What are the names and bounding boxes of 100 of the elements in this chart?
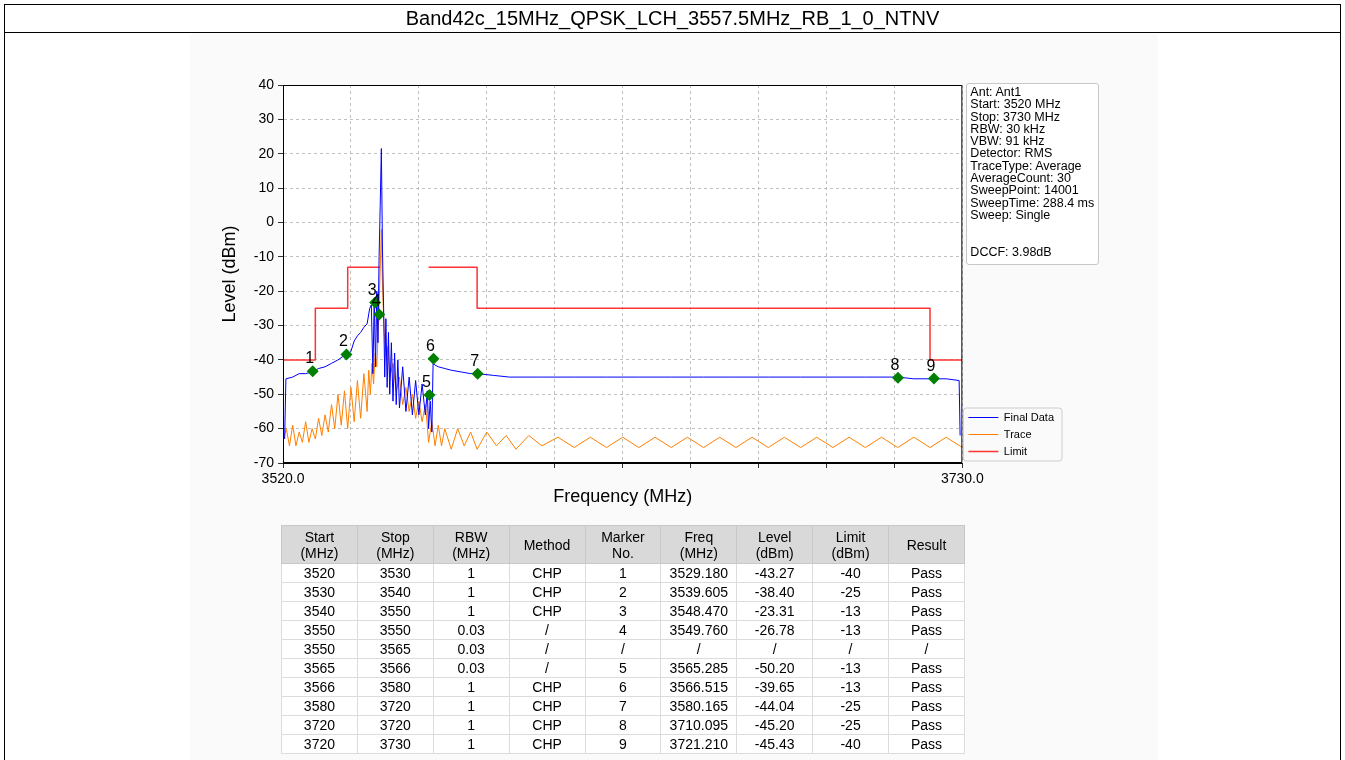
text: 5 <box>619 660 627 676</box>
text: -25 <box>840 698 861 714</box>
point <box>927 372 940 385</box>
category-label: Method <box>509 525 585 564</box>
text: 3566.515 <box>669 679 729 695</box>
text: 3550 <box>379 622 411 638</box>
text: -13 <box>840 622 861 638</box>
text: / <box>545 660 549 676</box>
text: 3720 <box>303 736 336 752</box>
text: 1 <box>467 679 476 695</box>
text: / <box>924 641 929 657</box>
text: Stop: 3730 MHz <box>970 109 1061 124</box>
text: 1 <box>467 698 476 714</box>
category-label: Stop (MHz) <box>357 525 434 564</box>
text: CHP <box>532 679 562 695</box>
text: 3566 <box>303 679 336 695</box>
text: CHP <box>532 698 562 714</box>
y-tick-label: 10 <box>258 178 275 195</box>
point <box>891 371 904 384</box>
text: 3520 <box>303 565 336 581</box>
x-tick-label: 3520.0 <box>261 470 305 487</box>
text: -26.78 <box>754 622 795 638</box>
text: Pass <box>910 736 943 752</box>
text: Pass <box>910 698 943 714</box>
text: 1 <box>467 603 476 619</box>
point <box>423 388 436 401</box>
text: 3730 <box>379 736 411 752</box>
text: 1 <box>619 565 627 581</box>
y-tick-label: 30 <box>258 110 275 127</box>
legend-label: Trace <box>1003 427 1032 440</box>
category-label: RBW (MHz) <box>433 525 510 564</box>
text: -23.31 <box>754 603 795 619</box>
text: / <box>545 622 549 638</box>
text: / <box>772 641 777 657</box>
text: Pass <box>910 622 943 638</box>
text: -40 <box>840 565 861 581</box>
text: DCCF: 3.98dB <box>970 245 1053 260</box>
annotation: 2 <box>338 332 348 350</box>
text: 0.03 <box>457 622 485 638</box>
y-tick-label: -70 <box>253 453 275 470</box>
text: Pass <box>910 565 943 581</box>
text: TraceType: Average <box>970 158 1083 173</box>
annotation: 7 <box>470 351 480 369</box>
legend-label: Final Data <box>1003 410 1055 423</box>
text: Pass <box>910 660 943 676</box>
text: 3529.180 <box>669 565 729 581</box>
text: -40 <box>840 736 861 752</box>
text: -43.27 <box>754 565 795 581</box>
text: 3 <box>619 603 627 619</box>
category-label: Result <box>888 525 965 564</box>
category-label: Limit (dBm) <box>812 525 889 564</box>
point <box>373 308 386 321</box>
text: / <box>696 641 701 657</box>
text: Ant: Ant1 <box>970 85 1023 99</box>
text: -45.43 <box>754 736 795 752</box>
y-tick-label: -10 <box>253 247 275 264</box>
text: 3580 <box>303 698 336 714</box>
text: 3565.285 <box>669 660 729 676</box>
point <box>306 365 319 378</box>
text: 8 <box>619 717 627 733</box>
category-label: Start (MHz) <box>281 525 358 564</box>
legend-label: Limit <box>1003 444 1028 457</box>
chart-title: Band42c_15MHz_QPSK_LCH_3557.5MHz_RB_1_0_NTNV <box>405 7 940 29</box>
text: Pass <box>910 679 943 695</box>
text: -38.40 <box>754 584 795 600</box>
text: -25 <box>840 584 861 600</box>
text: 9 <box>619 736 627 752</box>
y-tick-label: -30 <box>253 316 275 333</box>
point <box>471 367 484 380</box>
text: -45.20 <box>754 717 795 733</box>
text: -39.65 <box>754 679 795 695</box>
text: Pass <box>910 584 943 600</box>
x-tick-label: 3730.0 <box>940 470 984 487</box>
text: 0.03 <box>457 660 485 676</box>
text: Start: 3520 MHz <box>970 97 1062 112</box>
text: / <box>848 641 853 657</box>
y-axis-title: Level (dBm) <box>218 225 239 323</box>
annotation: 6 <box>426 336 436 354</box>
text: 3539.605 <box>669 584 729 600</box>
text: 3540 <box>303 603 336 619</box>
text: CHP <box>532 603 562 619</box>
x-axis-title: Frequency (MHz) <box>553 486 693 507</box>
text: 3530 <box>303 584 336 600</box>
text: 1 <box>467 717 476 733</box>
y-tick-label: -60 <box>253 419 275 436</box>
text: 1 <box>467 736 476 752</box>
text: CHP <box>532 717 562 733</box>
y-tick-label: 0 <box>266 213 275 230</box>
text: -13 <box>840 660 861 676</box>
text: 3710.095 <box>669 717 729 733</box>
text: -13 <box>840 679 861 695</box>
text: CHP <box>532 736 562 752</box>
text: 3720 <box>379 717 411 733</box>
text: 3548.470 <box>669 603 729 619</box>
text: 3580 <box>379 679 411 695</box>
text: 4 <box>619 622 627 638</box>
text: Pass <box>910 717 943 733</box>
text: 3549.760 <box>669 622 729 638</box>
text: VBW: 91 kHz <box>970 134 1045 149</box>
y-tick-label: 20 <box>258 144 275 161</box>
